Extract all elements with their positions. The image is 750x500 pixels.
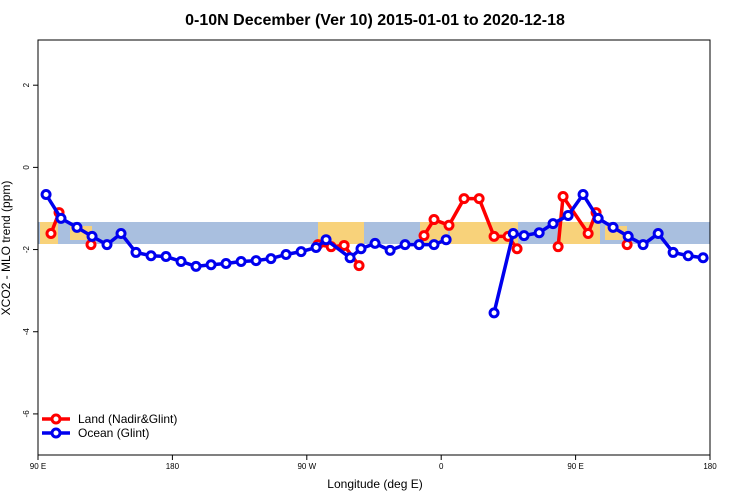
legend-label: Land (Nadir&Glint) xyxy=(78,412,177,426)
plot-frame xyxy=(37,39,711,456)
data-point xyxy=(55,212,67,224)
series-line xyxy=(44,193,447,269)
y-tick-label: -4 xyxy=(22,328,31,336)
data-point xyxy=(533,227,545,239)
data-point xyxy=(667,246,679,258)
data-point xyxy=(369,237,381,249)
data-point xyxy=(384,244,396,256)
y-tick-label: 2 xyxy=(22,82,31,87)
x-tick-label: 180 xyxy=(703,462,717,471)
data-point xyxy=(310,242,322,253)
y-tick-label: 0 xyxy=(22,165,31,170)
land-patch xyxy=(560,222,600,244)
data-point xyxy=(622,230,634,242)
data-point xyxy=(518,230,530,242)
legend: Land (Nadir&Glint)Ocean (Glint) xyxy=(42,412,177,440)
data-point xyxy=(552,241,564,253)
y-tick-label: -2 xyxy=(22,245,31,253)
data-point xyxy=(175,255,187,267)
legend-marker xyxy=(50,427,62,439)
x-tick-label: 90 E xyxy=(567,462,583,471)
data-point xyxy=(652,228,664,240)
x-tick-label: 0 xyxy=(439,462,444,471)
data-point xyxy=(418,230,430,242)
data-point xyxy=(40,188,52,200)
data-point xyxy=(130,246,142,258)
data-point xyxy=(205,259,217,271)
data-point xyxy=(488,307,500,319)
data-point xyxy=(353,260,365,272)
data-point xyxy=(250,255,262,267)
data-point xyxy=(582,228,594,240)
land-patch xyxy=(450,222,518,244)
data-point xyxy=(507,228,519,240)
data-point xyxy=(235,255,247,267)
data-point xyxy=(101,239,113,251)
data-point xyxy=(557,191,569,203)
data-point xyxy=(592,212,604,224)
legend-marker xyxy=(50,413,62,425)
data-point xyxy=(145,250,157,262)
data-point xyxy=(440,234,452,246)
data-point xyxy=(621,239,633,251)
data-point xyxy=(697,252,709,264)
data-point xyxy=(577,188,589,200)
x-axis-label: Longitude (deg E) xyxy=(327,477,422,491)
y-tick-label: -6 xyxy=(22,410,31,418)
data-point xyxy=(320,234,332,246)
data-point xyxy=(607,221,619,233)
data-point xyxy=(443,219,455,231)
data-point xyxy=(71,221,83,233)
data-point xyxy=(265,253,277,265)
data-point xyxy=(280,248,292,260)
data-point xyxy=(85,239,97,251)
data-point xyxy=(86,230,98,242)
data-point xyxy=(488,230,500,242)
chart-title: 0-10N December (Ver 10) 2015-01-01 to 20… xyxy=(185,12,565,29)
data-point xyxy=(295,246,307,258)
data-point xyxy=(413,239,425,251)
data-point xyxy=(190,260,202,272)
y-axis-label: XCO2 - MLO trend (ppm) xyxy=(0,181,13,316)
data-point xyxy=(428,214,440,226)
data-point xyxy=(458,193,470,205)
data-point xyxy=(428,239,440,251)
data-point xyxy=(355,243,367,255)
data-point xyxy=(637,239,649,251)
ocean-band xyxy=(38,222,710,244)
map-band xyxy=(38,222,710,244)
legend-label: Ocean (Glint) xyxy=(78,426,149,440)
data-point xyxy=(547,218,559,230)
data-point xyxy=(45,228,57,240)
data-point xyxy=(511,243,523,255)
data-point xyxy=(399,239,411,251)
x-tick-label: 90 W xyxy=(297,462,316,471)
data-point xyxy=(473,193,485,205)
data-point xyxy=(115,228,127,240)
data-point xyxy=(562,209,574,221)
data-point xyxy=(338,239,350,251)
data-point xyxy=(220,258,232,270)
data-point xyxy=(160,251,172,263)
data-point xyxy=(344,252,356,264)
data-point xyxy=(682,250,694,262)
x-tick-label: 90 E xyxy=(30,462,46,471)
x-tick-label: 180 xyxy=(166,462,180,471)
series-line xyxy=(556,191,598,247)
